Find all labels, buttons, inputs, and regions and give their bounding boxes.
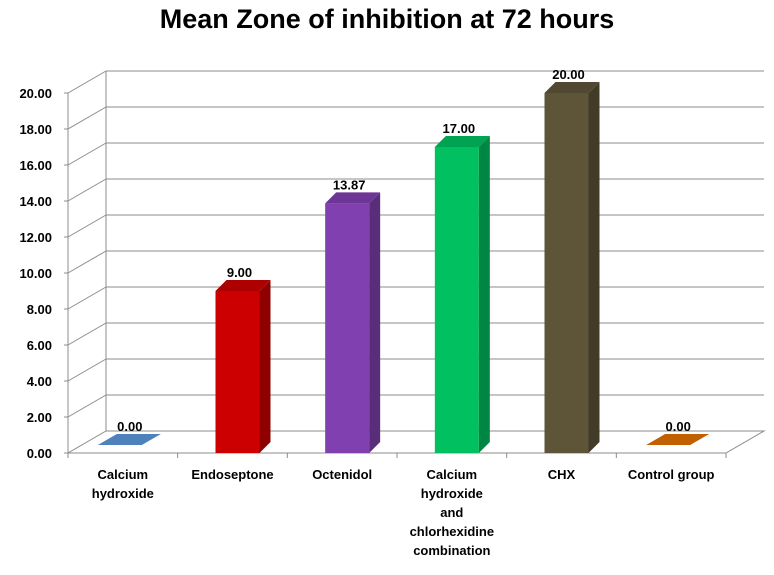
- y-tick-label: 2.00: [27, 410, 52, 425]
- category-label: Endoseptone: [191, 467, 273, 482]
- bar-side: [588, 82, 600, 453]
- bar-top: [215, 280, 271, 291]
- category-label: Octenidol: [312, 467, 372, 482]
- side-gridline: [67, 250, 107, 274]
- data-label: 13.87: [333, 177, 366, 192]
- y-tick-label: 14.00: [19, 194, 52, 209]
- bar-front: [434, 147, 479, 453]
- category-label-line: CHX: [548, 467, 576, 482]
- category-label: Control group: [628, 467, 715, 482]
- bar-side: [478, 136, 490, 453]
- y-tick-label: 20.00: [19, 86, 52, 101]
- bar-front: [544, 93, 589, 453]
- side-gridline: [67, 358, 107, 382]
- side-gridline: [67, 70, 107, 94]
- y-tick-label: 0.00: [27, 446, 52, 461]
- category-label-line: and: [440, 505, 463, 520]
- data-label: 9.00: [227, 265, 252, 280]
- y-tick-label: 4.00: [27, 374, 52, 389]
- category-label: Calcium hydroxide: [92, 467, 154, 501]
- y-tick-label: 6.00: [27, 338, 52, 353]
- bar-flat: [646, 434, 710, 445]
- category-label-line: Calcium: [98, 467, 149, 482]
- y-tick-label: 16.00: [19, 158, 52, 173]
- side-gridline: [67, 142, 107, 166]
- category-label-line: Endoseptone: [191, 467, 273, 482]
- side-gridline: [67, 106, 107, 130]
- data-label: 20.00: [552, 67, 585, 82]
- y-tick-label: 8.00: [27, 302, 52, 317]
- category-label-line: Octenidol: [312, 467, 372, 482]
- y-tick-label: 10.00: [19, 266, 52, 281]
- chart-title: Mean Zone of inhibition at 72 hours: [159, 4, 615, 34]
- side-gridline: [67, 214, 107, 238]
- side-gridline: [67, 322, 107, 346]
- y-tick-label: 12.00: [19, 230, 52, 245]
- bar-top: [325, 192, 381, 204]
- data-label: 0.00: [117, 419, 142, 434]
- bar-front: [325, 203, 370, 453]
- data-label: 17.00: [443, 121, 476, 136]
- category-label-line: Control group: [628, 467, 715, 482]
- category-label-line: hydroxide: [92, 486, 154, 501]
- data-label: 0.00: [666, 419, 691, 434]
- category-label-line: Calcium: [427, 467, 478, 482]
- bar-top: [544, 82, 600, 93]
- category-label-line: hydroxide: [421, 486, 483, 501]
- side-gridline: [67, 286, 107, 310]
- side-gridline: [67, 178, 107, 202]
- category-label: Calcium hydroxide and chlorhexidine combinat…: [410, 467, 495, 558]
- category-label: CHX: [548, 467, 576, 482]
- y-tick-label: 18.00: [19, 122, 52, 137]
- bar-flat: [97, 434, 161, 445]
- bar-front: [215, 291, 260, 453]
- bar-side: [259, 280, 271, 453]
- side-gridline: [67, 394, 107, 418]
- bar-side: [369, 192, 381, 453]
- category-label-line: combination: [413, 543, 490, 558]
- bar-top: [434, 136, 490, 147]
- category-label-line: chlorhexidine: [410, 524, 495, 539]
